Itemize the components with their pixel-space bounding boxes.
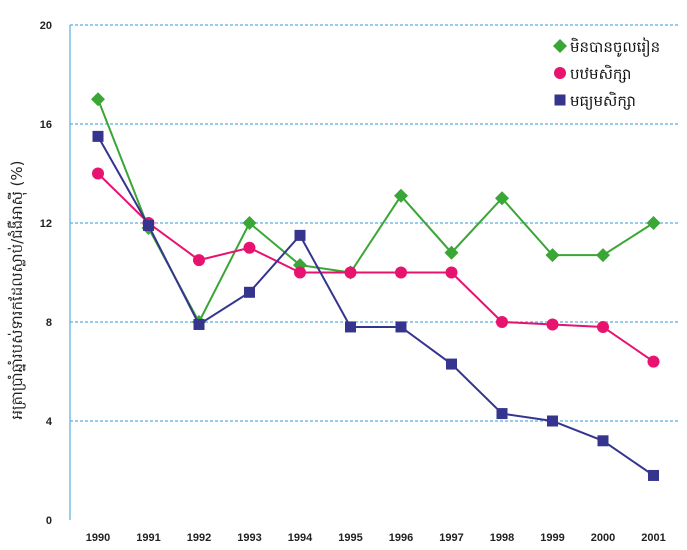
series-3: [92, 130, 659, 481]
data-point: [648, 469, 659, 481]
data-point: [395, 321, 407, 333]
x-tick-label: 2001: [641, 532, 665, 544]
data-point: [244, 286, 255, 298]
legend-label: មធ្យមសិក្សា: [570, 91, 636, 110]
data-point: [444, 245, 459, 260]
data-point: [646, 216, 661, 230]
x-tick-label: 1996: [389, 532, 413, 544]
x-tick-label: 2000: [591, 532, 615, 544]
data-point: [546, 318, 559, 331]
x-tick-label: 1997: [439, 532, 463, 544]
data-point: [91, 92, 105, 107]
data-point: [345, 321, 356, 333]
y-tick-label: 16: [40, 119, 52, 131]
x-tick-label: 1994: [288, 532, 313, 544]
y-tick-label: 8: [46, 317, 52, 329]
y-tick-label: 4: [46, 416, 53, 428]
data-point: [294, 229, 306, 241]
y-tick-label: 0: [46, 515, 52, 527]
y-tick-label: 12: [40, 218, 52, 230]
data-point: [92, 167, 104, 180]
legend-label: មិនបានចូលរៀន: [570, 37, 660, 57]
y-tick-label: 20: [40, 20, 52, 32]
x-tick-label: 1995: [338, 532, 362, 544]
data-point: [395, 266, 407, 279]
data-point: [596, 248, 610, 263]
data-point: [294, 266, 306, 279]
data-point: [496, 316, 508, 328]
x-tick-label: 1990: [86, 532, 110, 544]
legend-marker: [554, 94, 566, 106]
data-point: [545, 248, 560, 263]
data-point: [243, 241, 256, 254]
legend-marker: [553, 39, 567, 53]
legend-item: មិនបានចូលរៀន: [553, 37, 660, 57]
legend-item: មធ្យមសិក្សា: [554, 91, 636, 110]
series-1: [91, 92, 661, 329]
data-point: [193, 254, 205, 267]
data-point: [445, 266, 458, 279]
data-point: [446, 358, 457, 370]
legend-item: បឋមសិក្សា: [554, 64, 631, 83]
data-point: [597, 320, 609, 333]
gridlines: [70, 24, 680, 422]
data-point: [495, 191, 509, 206]
legend-marker: [554, 67, 566, 79]
legend-label: បឋមសិក្សា: [570, 64, 631, 83]
series-line: [97, 172, 655, 363]
data-point: [496, 408, 508, 420]
data-point: [647, 355, 660, 368]
series-line: [97, 135, 655, 477]
series-group: [91, 92, 661, 481]
y-axis-label: អត្រាប្រាំឆ្នាំរបស់ទារកដែលស្លាប់/ជំងឺអាស…: [7, 161, 27, 420]
x-tick-label: 1993: [237, 532, 261, 544]
data-point: [547, 415, 558, 427]
data-point: [344, 266, 357, 279]
x-tick-label: 1998: [490, 532, 514, 544]
x-tick-labels: 1990 1991 1992 1993 1994 1995 1996 1997 1998 1999…: [86, 532, 666, 544]
data-point: [92, 130, 104, 142]
data-point: [242, 216, 257, 230]
x-tick-label: 1991: [136, 532, 160, 544]
series-2: [92, 167, 660, 368]
y-tick-labels: 0 4 8 12 16 20: [40, 20, 53, 527]
data-point: [394, 188, 408, 203]
data-point: [143, 219, 154, 231]
x-tick-label: 1999: [540, 532, 564, 544]
data-point: [193, 318, 205, 330]
x-tick-label: 1992: [187, 532, 211, 544]
data-point: [597, 435, 609, 447]
